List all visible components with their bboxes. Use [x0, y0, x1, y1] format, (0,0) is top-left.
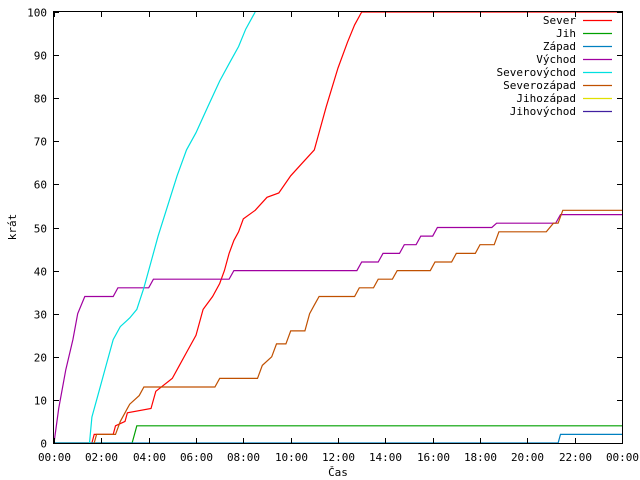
x-tick-label: 22:00: [559, 451, 592, 464]
legend-label: Sever: [543, 14, 576, 27]
series-line-severovychod: [88, 11, 256, 444]
x-tick-label: 08:00: [227, 451, 260, 464]
legend-label: Jih: [556, 27, 576, 40]
axis-ticks: 00:00 02:00 04:00 06:00 08:00 10:00 12:00 14:00…: [27, 7, 639, 465]
x-axis-label: Čas: [328, 466, 348, 479]
legend-label: Jihozápad: [516, 92, 576, 105]
legend-label: Západ: [543, 40, 576, 53]
y-tick-label: 40: [34, 266, 47, 279]
y-tick-label: 80: [34, 93, 47, 106]
legend-label: Severozápad: [503, 79, 576, 92]
x-tick-label: 20:00: [511, 451, 544, 464]
y-tick-label: 90: [34, 50, 47, 63]
legend-label: Severovýchod: [497, 66, 576, 79]
series-line-severozapad: [93, 209, 622, 444]
y-tick-label: 100: [27, 7, 47, 20]
legend: SeverJihZápadVýchodSeverovýchodSeverozáp…: [497, 14, 612, 118]
y-tick-label: 70: [34, 136, 47, 149]
legend-label: Jihovýchod: [510, 105, 576, 118]
y-tick-label: 30: [34, 309, 47, 322]
x-tick-label: 06:00: [180, 451, 213, 464]
x-tick-label: 00:00: [38, 451, 71, 464]
legend-label: Východ: [536, 53, 576, 66]
y-tick-label: 10: [34, 395, 47, 408]
y-tick-label: 60: [34, 179, 47, 192]
y-tick-label: 0: [40, 438, 47, 451]
plot-frame: [53, 11, 623, 444]
x-tick-label: 16:00: [417, 451, 450, 464]
y-axis-label: krát: [6, 214, 19, 241]
y-tick-label: 20: [34, 352, 47, 365]
x-tick-label: 04:00: [133, 451, 166, 464]
x-tick-label: 02:00: [85, 451, 118, 464]
x-tick-label: 12:00: [322, 451, 355, 464]
x-tick-label: 18:00: [464, 451, 497, 464]
y-tick-label: 50: [34, 223, 47, 236]
series-line-vychod: [53, 214, 622, 444]
x-tick-label: 00:00: [606, 451, 639, 464]
x-tick-label: 14:00: [369, 451, 402, 464]
x-tick-label: 10:00: [275, 451, 308, 464]
series-line-sever: [91, 11, 622, 444]
